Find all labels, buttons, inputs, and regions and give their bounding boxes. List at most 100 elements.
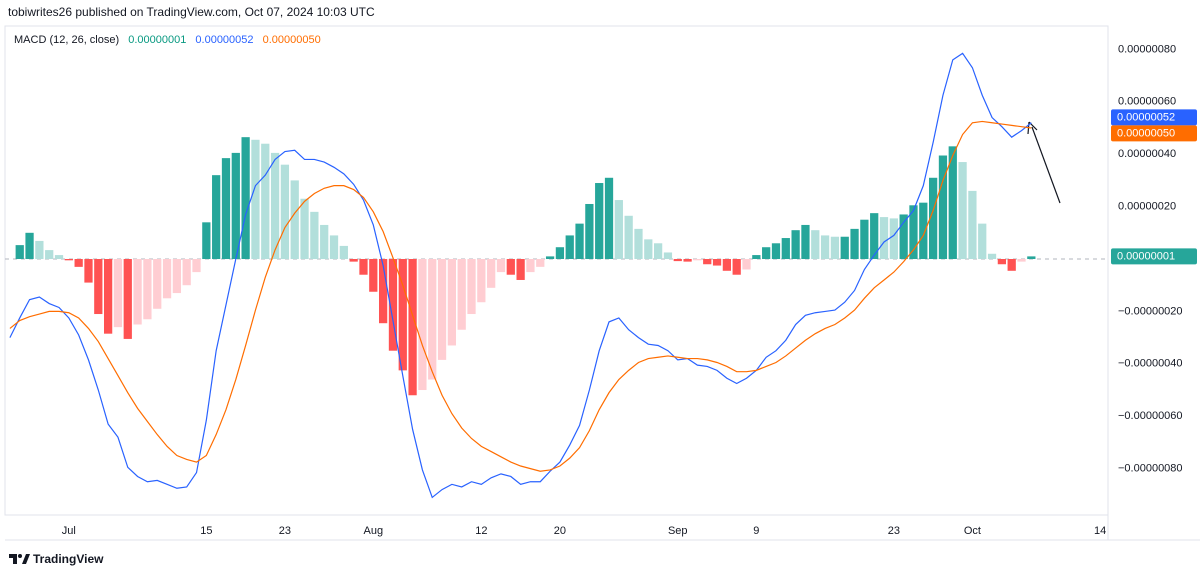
histogram-bar [270,152,280,260]
histogram-bar [310,211,319,260]
histogram-bar [703,259,712,265]
price-tag-label: 0.00000001 [1117,250,1175,262]
histogram-bar [359,259,368,275]
x-tick-label: 12 [475,525,487,537]
indicator-name: MACD (12, 26, close) [14,34,119,46]
x-tick-label: 15 [200,525,212,537]
x-tick-label: 23 [888,525,900,537]
chart-title: tobiwrites26 published on TradingView.co… [8,5,375,19]
price-tag-label: 0.00000050 [1117,127,1175,139]
histogram-bar [45,250,54,260]
histogram-bar [123,259,132,339]
histogram-bar [673,259,682,262]
histogram-bar [487,259,496,288]
histogram-bar [909,205,918,260]
histogram-bar [84,259,93,283]
histogram-bar [712,259,722,266]
histogram-bar [654,243,663,260]
histogram-bar [899,214,908,260]
y-tick-label: −0.00000060 [1118,410,1183,422]
histogram-bar [221,158,231,260]
histogram-bar [388,259,398,351]
histogram-bar [742,259,751,270]
histogram-bar [143,259,152,320]
histogram-bar [595,183,604,260]
histogram-bar [683,259,692,262]
histogram-bar [329,235,339,260]
histogram-bar [153,259,162,309]
histogram-bar [929,177,938,260]
histogram-bar [870,213,879,260]
histogram-bar [997,259,1006,265]
histogram-bar [752,255,761,260]
x-tick-label: Jul [62,525,76,537]
y-tick-label: −0.00000020 [1118,305,1183,317]
histogram-bar [437,259,447,360]
histogram-bar [644,239,653,260]
legend-signal-value: 0.00000050 [263,34,321,46]
histogram-bar [604,177,614,260]
histogram-bar [850,228,859,260]
histogram-bar [251,139,260,260]
histogram-bar [241,137,250,260]
histogram-bar [978,223,987,260]
histogram-bar [820,235,830,260]
histogram-bar [1017,259,1026,262]
histogram-bar [693,259,702,261]
legend-histogram-value: 0.00000001 [128,34,186,46]
histogram-bar [212,175,221,260]
histogram-bar [231,152,240,260]
histogram-bar [889,218,898,260]
x-tick-label: 9 [753,525,759,537]
histogram-bar [771,243,781,260]
histogram-bar [791,230,800,260]
histogram-bar [634,228,643,260]
x-tick-label: Aug [364,525,384,537]
histogram-bar [722,259,731,271]
y-tick-label: −0.00000080 [1118,463,1183,475]
histogram-bar [428,259,437,380]
histogram-bar [202,222,211,260]
histogram-bar [339,245,348,260]
footer-logo [9,554,30,564]
histogram-bar [15,245,24,260]
histogram-bar [526,259,535,273]
histogram-bar [261,143,270,260]
histogram-bar [948,146,957,260]
histogram-bar [447,259,456,346]
histogram-bar [94,259,103,315]
histogram-bar [968,190,977,260]
histogram-bar [418,259,427,391]
y-tick-label: −0.00000040 [1118,358,1183,370]
footer-brand: TradingView [33,552,104,566]
histogram-bar [1007,259,1016,271]
price-tag [1111,109,1197,126]
histogram-bar [732,259,741,275]
histogram-bar [408,259,417,396]
histogram-bar [398,259,407,371]
histogram-bar [840,236,849,260]
histogram-bar [133,259,142,325]
histogram-bar [879,217,889,260]
legend-macd-value: 0.00000052 [195,34,253,46]
histogram-bar [762,247,771,260]
histogram-bar [506,259,515,275]
histogram-bar [987,253,997,260]
histogram-bar [162,259,172,299]
histogram-bar [1027,256,1036,260]
x-tick-label: 20 [554,525,566,537]
histogram-bar [614,200,623,260]
histogram-bar [555,247,565,260]
histogram-bar [860,219,869,260]
indicator-line [9,52,1032,499]
x-tick-label: 23 [279,525,291,537]
histogram-bar [290,180,299,260]
price-tag-label: 0.00000052 [1117,111,1175,123]
histogram-bar [575,223,584,260]
histogram-bar [811,230,820,260]
histogram-bar [536,259,545,267]
histogram-bar [781,238,790,260]
